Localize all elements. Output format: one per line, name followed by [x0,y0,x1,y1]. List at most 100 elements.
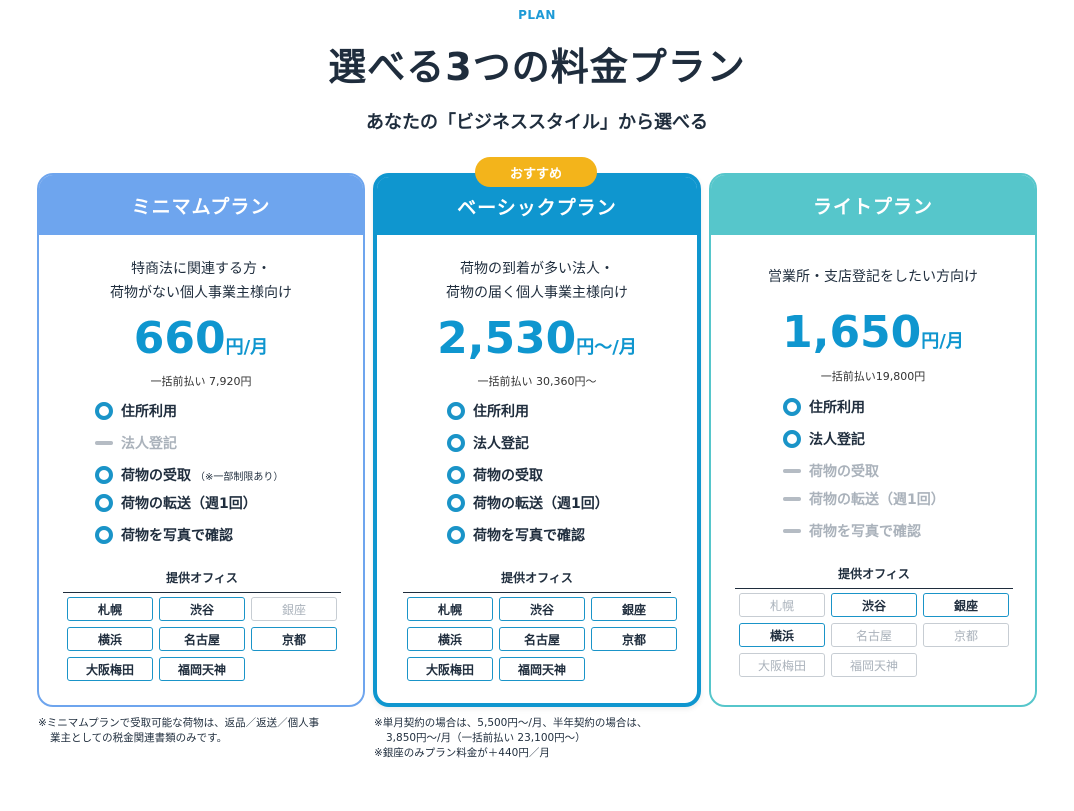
included-circle-icon [783,398,801,416]
feature-label: 荷物を写真で確認 [121,528,233,544]
office-chip: 渋谷 [831,593,917,617]
office-list: 札幌 渋谷 銀座横浜 名古屋 京都大阪梅田 福岡天神 [739,593,1009,677]
feature-label: 住所利用 [473,404,529,420]
feature-item: 住所利用 [783,397,865,417]
office-chip: 名古屋 [159,627,245,651]
feature-item: 住所利用 [95,401,177,421]
feature-label: 住所利用 [121,404,177,420]
lump-sum-price: 一括前払い 30,360円～ [477,375,597,388]
office-chip: 名古屋 [831,623,917,647]
feature-item: 法人登記 [447,433,529,453]
office-chip: 京都 [591,627,677,651]
office-chip: 福岡天神 [159,657,245,681]
plan-name: ライトプラン [711,175,1035,235]
price-amount: 2,530 [437,313,577,364]
feature-item: 荷物を写真で確認 [447,525,585,545]
office-chip: 札幌 [67,597,153,621]
plan-card-minimum: ミニマムプラン 特商法に関連する方・ 荷物がない個人事業主様向け 660円/月 … [37,173,365,707]
office-chip: 大阪梅田 [407,657,493,681]
office-list: 札幌 渋谷 銀座横浜 名古屋 京都大阪梅田 福岡天神 [407,597,677,681]
plan-name: ミニマムプラン [39,175,363,235]
plan-card-basic: ベーシックプラン 荷物の到着が多い法人・ 荷物の届く個人事業主様向け 2,530… [373,173,701,707]
feature-item: 荷物の受取 [783,461,879,481]
plan-price: 2,530円～/月 [377,313,697,364]
office-chip: 名古屋 [499,627,585,651]
excluded-dash-icon [783,469,801,473]
lump-sum-price: 一括前払い 7,920円 [150,375,252,388]
footnote-basic: ※単月契約の場合は、5,500円～/月、半年契約の場合は、 3,850円～/月（… [374,717,648,759]
included-circle-icon [447,526,465,544]
feature-label: 荷物の受取 [121,468,191,484]
office-chip: 銀座 [251,597,337,621]
excluded-dash-icon [783,529,801,533]
office-chip: 銀座 [591,597,677,621]
excluded-dash-icon [95,441,113,445]
page-title: 選べる3つの料金プラン [328,45,746,89]
feature-note: （※一部制限あり） [195,471,284,483]
office-list: 札幌 渋谷 銀座横浜 名古屋 京都大阪梅田 福岡天神 [67,597,337,681]
office-chip: 銀座 [923,593,1009,617]
included-circle-icon [447,402,465,420]
office-chip: 京都 [923,623,1009,647]
office-chip: 札幌 [739,593,825,617]
feature-label: 住所利用 [809,400,865,416]
included-circle-icon [447,466,465,484]
feature-item: 荷物の受取 [447,465,543,485]
page-subtitle: あなたの「ビジネススタイル」から選べる [366,112,708,133]
feature-item: 法人登記 [95,433,177,453]
office-chip: 札幌 [407,597,493,621]
feature-label: 荷物の転送（週1回） [473,496,609,512]
feature-label: 法人登記 [809,432,865,448]
feature-label: 法人登記 [121,436,177,452]
feature-label: 荷物の受取 [473,468,543,484]
recommended-badge: おすすめ [475,157,597,187]
feature-label: 荷物の転送（週1回） [809,492,945,508]
plan-price: 660円/月 [39,313,363,364]
included-circle-icon [447,434,465,452]
office-chip: 大阪梅田 [67,657,153,681]
included-circle-icon [95,526,113,544]
excluded-dash-icon [783,497,801,501]
office-chip: 横浜 [67,627,153,651]
office-section-title: 提供オフィス [735,565,1013,589]
feature-item: 荷物を写真で確認 [783,521,921,541]
included-circle-icon [783,430,801,448]
feature-item: 法人登記 [783,429,865,449]
included-circle-icon [95,494,113,512]
plan-price: 1,650円/月 [711,307,1035,358]
feature-label: 荷物を写真で確認 [473,528,585,544]
included-circle-icon [95,466,113,484]
price-unit: 円～/月 [576,337,637,358]
price-unit: 円/月 [921,331,964,352]
feature-item: 荷物の転送（週1回） [783,489,945,509]
office-chip: 渋谷 [499,597,585,621]
plan-target: 特商法に関連する方・ 荷物がない個人事業主様向け [110,261,292,301]
office-chip: 福岡天神 [831,653,917,677]
included-circle-icon [447,494,465,512]
office-section-title: 提供オフィス [63,569,341,593]
lump-sum-price: 一括前払い19,800円 [820,370,926,383]
office-chip: 渋谷 [159,597,245,621]
feature-item: 荷物の転送（週1回） [95,493,257,513]
plan-target: 荷物の到着が多い法人・ 荷物の届く個人事業主様向け [446,261,628,301]
feature-label: 法人登記 [473,436,529,452]
feature-item: 荷物の受取 （※一部制限あり） [95,465,283,485]
office-chip: 大阪梅田 [739,653,825,677]
plan-target: 営業所・支店登記をしたい方向け [768,269,978,285]
office-chip: 京都 [251,627,337,651]
feature-item: 荷物を写真で確認 [95,525,233,545]
feature-label: 荷物の転送（週1回） [121,496,257,512]
price-amount: 660 [133,313,226,364]
office-section-title: 提供オフィス [403,569,671,593]
footnote-minimum: ※ミニマムプランで受取可能な荷物は、返品／返送／個人事 業主としての税金関連書類… [38,717,320,744]
office-chip: 福岡天神 [499,657,585,681]
feature-label: 荷物の受取 [809,464,879,480]
price-unit: 円/月 [225,337,269,358]
feature-label: 荷物を写真で確認 [809,524,921,540]
office-chip: 横浜 [407,627,493,651]
feature-item: 住所利用 [447,401,529,421]
office-chip: 横浜 [739,623,825,647]
price-amount: 1,650 [782,307,922,358]
included-circle-icon [95,402,113,420]
section-kicker: PLAN [518,8,556,22]
